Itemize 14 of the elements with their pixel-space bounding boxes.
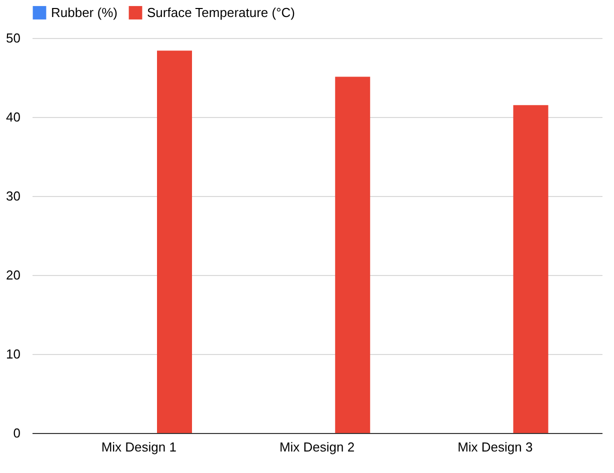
legend-label: Rubber (%) [51,4,118,20]
bar [157,50,192,433]
legend-label: Surface Temperature (°C) [147,4,296,20]
x-tick-label: Mix Design 3 [458,440,533,454]
x-tick-label: Mix Design 2 [279,440,355,454]
y-tick-label: 40 [6,110,20,124]
y-tick-label: 30 [6,188,20,204]
bar [513,105,548,433]
x-tick-label: Mix Design 1 [101,440,176,454]
y-tick-label: 0 [13,426,20,440]
y-tick-label: 20 [6,268,20,282]
y-tick-label: 10 [6,346,20,362]
y-tick-label: 50 [6,30,20,46]
bar [335,76,370,433]
